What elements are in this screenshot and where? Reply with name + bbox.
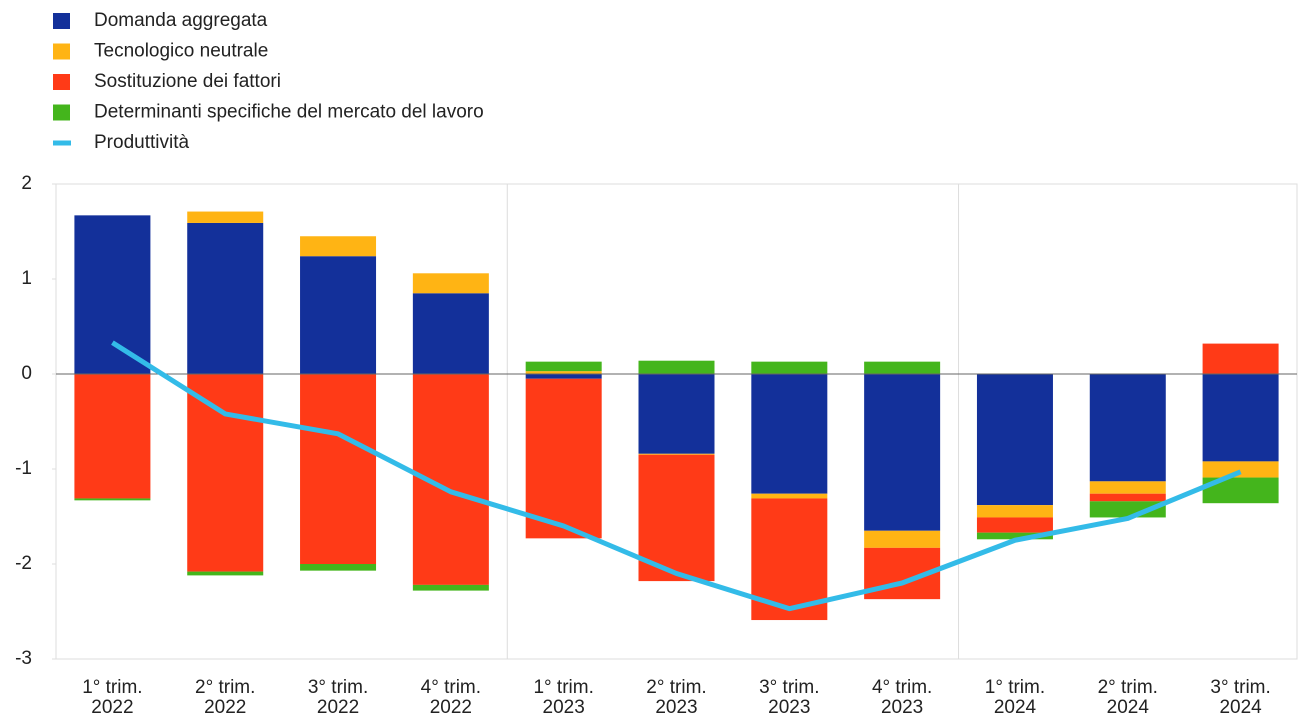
bar-segment	[1202, 374, 1279, 462]
bar-segment	[74, 498, 151, 501]
bar-segment	[187, 571, 264, 576]
x-tick-label: 1° trim. 2022	[82, 677, 142, 718]
y-tick-label: 1	[21, 268, 32, 289]
y-tick-label: -2	[15, 553, 32, 574]
bar-segment	[1089, 493, 1166, 502]
x-tick-label: 3° trim. 2022	[308, 677, 368, 718]
x-tick-label: 4° trim. 2023	[872, 677, 932, 718]
bar-segment	[638, 374, 715, 454]
bar-segment	[751, 374, 828, 494]
bar-segment	[525, 374, 602, 379]
x-tick-label: 2° trim. 2024	[1098, 677, 1158, 718]
bar-segment	[751, 361, 828, 374]
legend-swatch	[53, 104, 70, 121]
bar-segment	[864, 374, 941, 531]
legend-swatch	[53, 13, 70, 29]
bar-segment	[638, 454, 715, 582]
bar-segment	[976, 532, 1053, 540]
x-tick-label: 3° trim. 2024	[1210, 677, 1270, 718]
bar-segment	[187, 374, 264, 572]
bar-segment	[300, 374, 377, 564]
x-tick-label: 4° trim. 2022	[421, 677, 481, 718]
bar-segment	[864, 530, 941, 548]
legend-swatch	[53, 74, 70, 90]
bar-segment	[74, 374, 151, 499]
bar-segment	[74, 215, 151, 374]
bar-segment	[976, 517, 1053, 533]
y-tick-label: 0	[21, 363, 32, 384]
bar-segment	[638, 453, 715, 455]
y-tick-label: -1	[15, 458, 32, 479]
legend-label: Determinanti specifiche del mercato del …	[94, 102, 484, 123]
bar-segment	[525, 371, 602, 374]
bar-segment	[412, 584, 489, 591]
legend-swatch	[53, 43, 70, 60]
bar-segment	[525, 378, 602, 539]
bar-segment	[638, 360, 715, 374]
bar-segment	[187, 211, 264, 223]
bar-segment	[751, 493, 828, 499]
bar-segment	[1202, 343, 1279, 374]
bar-segment	[300, 564, 377, 571]
bar-segment	[300, 256, 377, 374]
bar-segment	[1089, 501, 1166, 518]
bar-segment	[976, 505, 1053, 518]
y-tick-label: 2	[21, 173, 32, 194]
x-tick-label: 1° trim. 2023	[533, 677, 593, 718]
y-tick-label: -3	[15, 648, 32, 669]
bar-segment	[300, 236, 377, 257]
x-tick-label: 2° trim. 2022	[195, 677, 255, 718]
bar-segment	[1089, 374, 1166, 482]
bar-segment	[864, 361, 941, 374]
x-tick-label: 3° trim. 2023	[759, 677, 819, 718]
bar-segment	[1089, 481, 1166, 494]
legend-label: Produttività	[94, 132, 189, 153]
x-tick-label: 2° trim. 2023	[646, 677, 706, 718]
plot-frame	[55, 183, 1298, 660]
x-tick-label: 1° trim. 2024	[985, 677, 1045, 718]
legend-label: Domanda aggregata	[94, 10, 268, 31]
bar-segment	[412, 293, 489, 374]
bar-segment	[412, 273, 489, 294]
legend-label: Sostituzione dei fattori	[94, 71, 281, 92]
bar-segment	[525, 361, 602, 372]
bar-segment	[187, 222, 264, 374]
line-series	[111, 340, 1242, 612]
bar-segment	[976, 374, 1053, 506]
legend-label: Tecnologico neutrale	[94, 41, 268, 62]
bar-segment	[1202, 461, 1279, 478]
